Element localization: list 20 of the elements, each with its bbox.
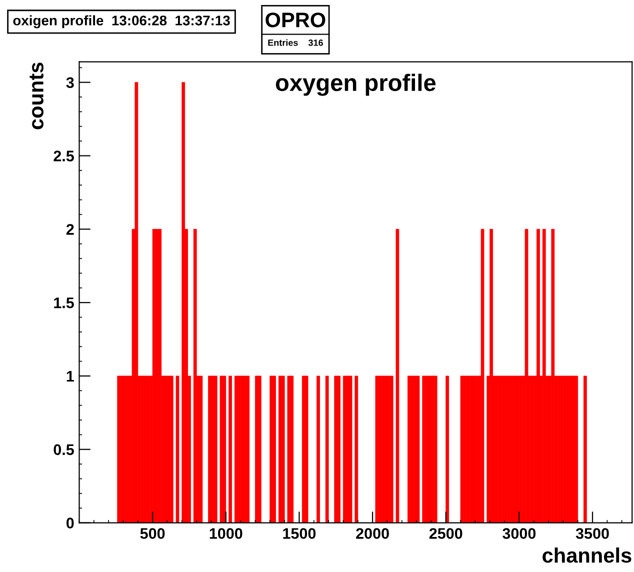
x-tick-label: 500 xyxy=(140,528,165,539)
y-tick-label: 1 xyxy=(66,371,74,382)
text: OPRO xyxy=(266,12,326,28)
y-axis-title: counts xyxy=(30,62,44,130)
x-axis-title: channels xyxy=(542,547,632,563)
y-tick-label: 2.5 xyxy=(54,150,74,162)
text: Entries 316 xyxy=(268,39,323,46)
y-tick-label: 1.5 xyxy=(54,298,74,308)
x-tick-label: 2000 xyxy=(356,528,389,539)
y-tick-label: 3 xyxy=(66,77,74,88)
text: oxigen profile 13:06:28 13:37:13 xyxy=(13,15,230,28)
x-tick-label: 1000 xyxy=(210,528,242,539)
x-tick-label: 3500 xyxy=(576,528,609,539)
x-tick-label: 3000 xyxy=(502,528,536,539)
x-tick-label: 2500 xyxy=(429,528,462,539)
chart-title: oxygen profile xyxy=(276,74,436,96)
y-tick-label: 0.5 xyxy=(54,444,74,456)
y-tick-label: 2 xyxy=(66,224,74,235)
x-tick-label: 1500 xyxy=(283,528,316,539)
y-tick-label: 0 xyxy=(66,518,74,528)
